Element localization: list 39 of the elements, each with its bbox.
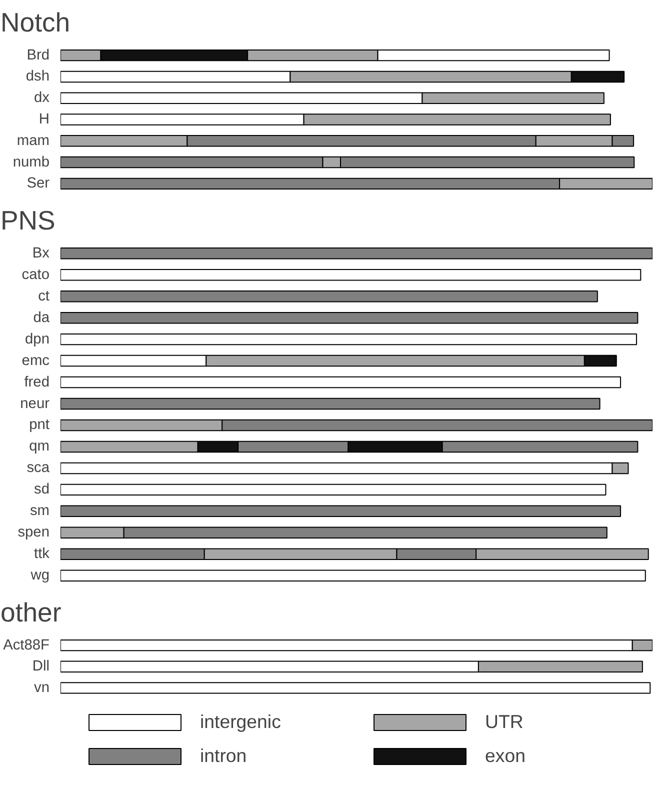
- bar: [60, 269, 642, 281]
- y-tick-label: spen: [18, 524, 50, 541]
- y-tick-label: Brd: [26, 47, 50, 64]
- y-tick-label: sm: [30, 503, 50, 520]
- y-tick-label: da: [33, 310, 50, 326]
- chart-title: PNS: [0, 206, 56, 236]
- y-tick-label: dsh: [26, 68, 50, 85]
- legend-label: intergenic: [200, 711, 282, 733]
- y-tick-label: qm: [29, 438, 50, 455]
- y-tick-label: mam: [16, 132, 50, 149]
- chart-title: Notch: [0, 8, 70, 38]
- bar: [60, 376, 622, 388]
- bar: [60, 333, 638, 346]
- y-tick-label: Bx: [32, 245, 50, 262]
- y-tick-label: emc: [22, 352, 50, 369]
- y-tick-label: ct: [38, 288, 50, 304]
- y-tick-label: Ser: [26, 176, 50, 192]
- y-tick-label: H: [38, 112, 50, 128]
- y-tick-label: sd: [34, 482, 50, 498]
- y-tick-label: Act88F: [3, 637, 50, 654]
- bar: [60, 484, 606, 496]
- bar: [60, 682, 651, 694]
- y-tick-label: dpn: [25, 331, 50, 348]
- y-tick-label: Dll: [32, 658, 50, 675]
- y-tick-label: dx: [34, 90, 50, 106]
- y-tick-label: numb: [12, 154, 50, 170]
- y-tick-label: ttk: [34, 546, 50, 562]
- bar: [60, 570, 646, 582]
- y-tick-label: fred: [24, 374, 50, 390]
- y-tick-label: pnt: [29, 417, 50, 434]
- legend-label: intron: [200, 745, 248, 767]
- y-tick-label: sca: [26, 460, 50, 476]
- legend-label: UTR: [485, 711, 524, 733]
- y-tick-label: wg: [30, 568, 50, 584]
- y-tick-label: neur: [20, 396, 50, 412]
- y-tick-label: vn: [34, 680, 50, 696]
- chart-title: other: [0, 598, 62, 628]
- legend-label: exon: [485, 745, 526, 767]
- y-tick-label: cato: [22, 266, 50, 283]
